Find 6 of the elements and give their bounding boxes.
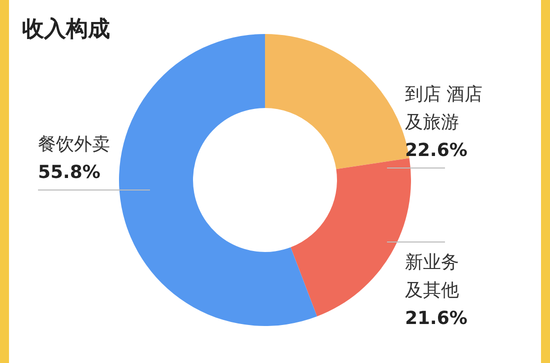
data-label: 55.8%: [38, 162, 100, 183]
chart-title: 收入构成: [22, 17, 110, 42]
data-label: 21.6%: [405, 308, 468, 329]
slice-label: 新业务及其他: [405, 252, 459, 301]
slice-label: 餐饮外卖: [38, 134, 110, 155]
slice-label: 到店 酒店及旅游: [405, 84, 483, 133]
